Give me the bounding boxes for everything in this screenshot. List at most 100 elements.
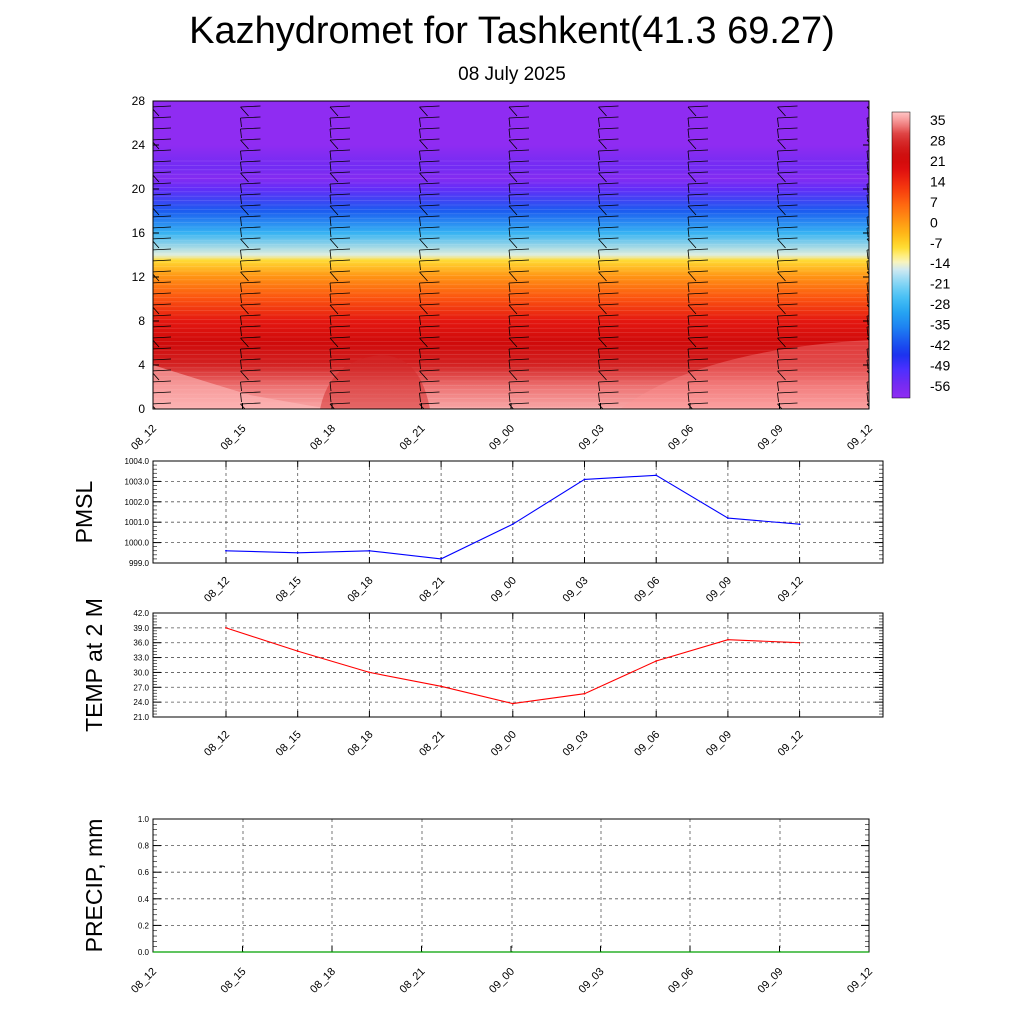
wind-barb [598, 204, 619, 207]
chart-title: Kazhydromet for Tashkent(41.3 69.27) [189, 10, 835, 52]
wind-barb [598, 325, 619, 328]
wind-barb [777, 292, 798, 295]
wind-barb [419, 347, 440, 350]
colorbar-label: 0 [930, 214, 938, 230]
wind-barb [866, 249, 869, 260]
wind-barb [687, 106, 697, 117]
y-tick-label: 0.4 [138, 895, 150, 904]
wind-barb [153, 372, 160, 381]
wind-barb [508, 161, 511, 172]
wind-barb [866, 326, 869, 337]
wind-barb [598, 128, 600, 139]
x-tick-label: 09_06 [632, 575, 662, 605]
wind-barb [866, 205, 869, 207]
wind-barb [598, 359, 600, 370]
wind-barb [329, 303, 351, 306]
wind-barb [419, 325, 440, 328]
wind-barb [153, 380, 172, 383]
wind-barb [329, 138, 351, 141]
wind-barb [419, 216, 421, 227]
wind-barb [598, 315, 600, 326]
wind-barb [598, 260, 600, 271]
wind-barb [598, 116, 619, 119]
wind-barb [419, 194, 421, 205]
wind-barb [419, 358, 440, 361]
wind-barb [329, 358, 351, 361]
wind-barb [240, 171, 261, 174]
x-tick-label: 09_12 [776, 575, 806, 605]
wind-barb [866, 139, 869, 143]
wind-barb [777, 117, 779, 128]
wind-barb [151, 250, 152, 259]
wind-barb [329, 227, 332, 238]
wind-barb [508, 347, 530, 350]
x-tick-label: 09_12 [845, 966, 875, 996]
wind-barb [598, 216, 600, 227]
wind-barb [240, 183, 242, 194]
wind-barb [240, 204, 261, 207]
wind-barb [419, 182, 440, 185]
wind-barb [508, 336, 530, 339]
plot-area [153, 613, 883, 717]
wind-barb [153, 347, 172, 350]
colorbar-label: -35 [930, 317, 950, 333]
wind-barb [329, 183, 332, 194]
y-tick-label: 1003.0 [125, 477, 150, 486]
wind-barb [687, 326, 690, 337]
wind-barb [687, 216, 690, 227]
wind-barb [329, 117, 332, 128]
wind-barb [329, 402, 351, 405]
wind-barb [419, 227, 421, 238]
wind-barb [508, 248, 530, 251]
wind-barb [687, 337, 697, 348]
wind-barb [329, 249, 332, 260]
wind-barb [240, 271, 249, 282]
wind-barb [598, 249, 600, 260]
wind-barb [687, 336, 709, 339]
wind-barb [866, 106, 869, 108]
wind-barb [866, 205, 869, 209]
wind-barb [866, 216, 869, 218]
wind-barb [687, 127, 709, 130]
wind-barb [329, 314, 351, 317]
x-tick-label: 09_06 [666, 966, 696, 996]
colorbar-label: -56 [930, 378, 950, 394]
precip-panel: 0.0 0.2 0.4 0.6 0.8 1.0 08_12 08_15 08_18 08_21 09… [81, 815, 875, 996]
colorbar-label: -21 [930, 276, 950, 292]
wind-barb [153, 240, 160, 249]
wind-barb [508, 358, 530, 361]
wind-barb [777, 337, 786, 348]
wind-barb [240, 161, 242, 172]
wind-barb [866, 194, 869, 205]
x-tick-label: 08_12 [129, 966, 159, 996]
wind-barb [777, 138, 798, 141]
wind-barb [419, 314, 440, 317]
wind-barb [508, 139, 518, 150]
wind-barb [777, 193, 798, 196]
wind-barb [598, 303, 619, 306]
x-tick-label: 09_12 [845, 423, 875, 453]
wind-barb [777, 348, 779, 359]
wind-barb [508, 380, 530, 383]
wind-barb [419, 259, 440, 262]
wind-barb [151, 118, 152, 127]
wind-barb [419, 381, 421, 392]
wind-barb [866, 381, 869, 392]
temp-data-point [296, 650, 299, 653]
wind-barb [153, 149, 172, 152]
wind-barb [687, 237, 709, 240]
wind-barb [687, 249, 690, 260]
wind-barb [866, 260, 869, 271]
wind-barb [329, 392, 332, 403]
wind-barb [598, 226, 619, 229]
pmsl-data-point [583, 478, 586, 481]
temp-data-point [798, 641, 801, 644]
wind-barb [153, 306, 160, 315]
x-tick-label: 08_12 [129, 423, 159, 453]
wind-barb [687, 248, 709, 251]
wind-barb [153, 292, 172, 295]
wind-barb [419, 326, 421, 337]
wind-barb [687, 215, 709, 218]
wind-barb [151, 228, 152, 237]
y-tick-label: 0.2 [138, 921, 150, 930]
